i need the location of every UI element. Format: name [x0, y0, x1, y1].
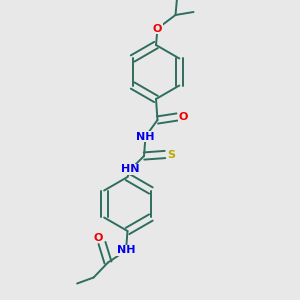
Text: O: O — [178, 112, 188, 122]
Text: S: S — [168, 149, 176, 160]
Text: O: O — [94, 232, 103, 243]
Text: O: O — [153, 23, 162, 34]
Text: HN: HN — [121, 164, 140, 175]
Text: NH: NH — [136, 131, 155, 142]
Text: NH: NH — [117, 245, 135, 256]
